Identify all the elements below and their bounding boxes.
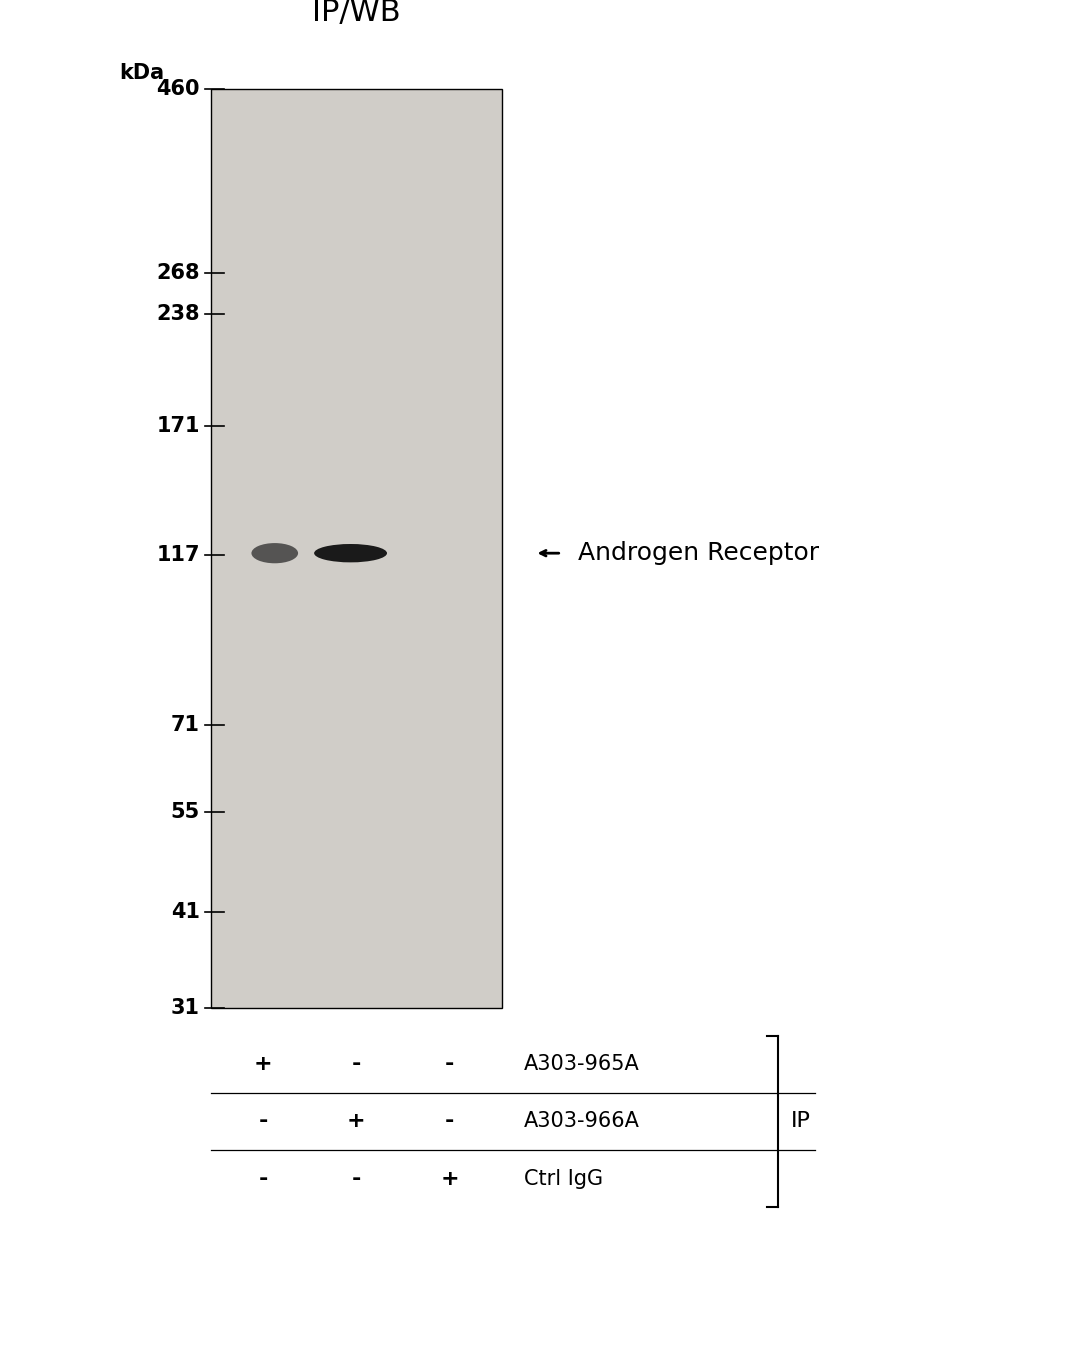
Text: Ctrl IgG: Ctrl IgG bbox=[524, 1169, 603, 1189]
Text: 238: 238 bbox=[157, 303, 200, 324]
Text: +: + bbox=[441, 1169, 459, 1189]
Text: -: - bbox=[352, 1054, 361, 1073]
Text: A303-965A: A303-965A bbox=[524, 1054, 639, 1073]
Text: kDa: kDa bbox=[119, 63, 164, 82]
Text: 268: 268 bbox=[157, 263, 200, 284]
Text: 71: 71 bbox=[171, 716, 200, 735]
Text: 460: 460 bbox=[157, 80, 200, 99]
Bar bbox=[211, 89, 502, 1008]
Text: 171: 171 bbox=[157, 417, 200, 436]
Text: -: - bbox=[258, 1112, 268, 1131]
Text: -: - bbox=[445, 1112, 455, 1131]
Text: Androgen Receptor: Androgen Receptor bbox=[578, 542, 819, 565]
Text: +: + bbox=[347, 1112, 366, 1131]
Ellipse shape bbox=[252, 543, 298, 563]
Text: 117: 117 bbox=[157, 546, 200, 565]
Text: 41: 41 bbox=[171, 902, 200, 923]
Text: 31: 31 bbox=[171, 998, 200, 1017]
Text: IP/WB: IP/WB bbox=[312, 0, 401, 27]
Text: -: - bbox=[258, 1169, 268, 1189]
Text: -: - bbox=[352, 1169, 361, 1189]
Text: A303-966A: A303-966A bbox=[524, 1112, 639, 1131]
Text: -: - bbox=[445, 1054, 455, 1073]
Text: +: + bbox=[254, 1054, 272, 1073]
Text: IP: IP bbox=[791, 1112, 810, 1131]
Ellipse shape bbox=[314, 544, 387, 562]
Text: 55: 55 bbox=[171, 802, 200, 823]
